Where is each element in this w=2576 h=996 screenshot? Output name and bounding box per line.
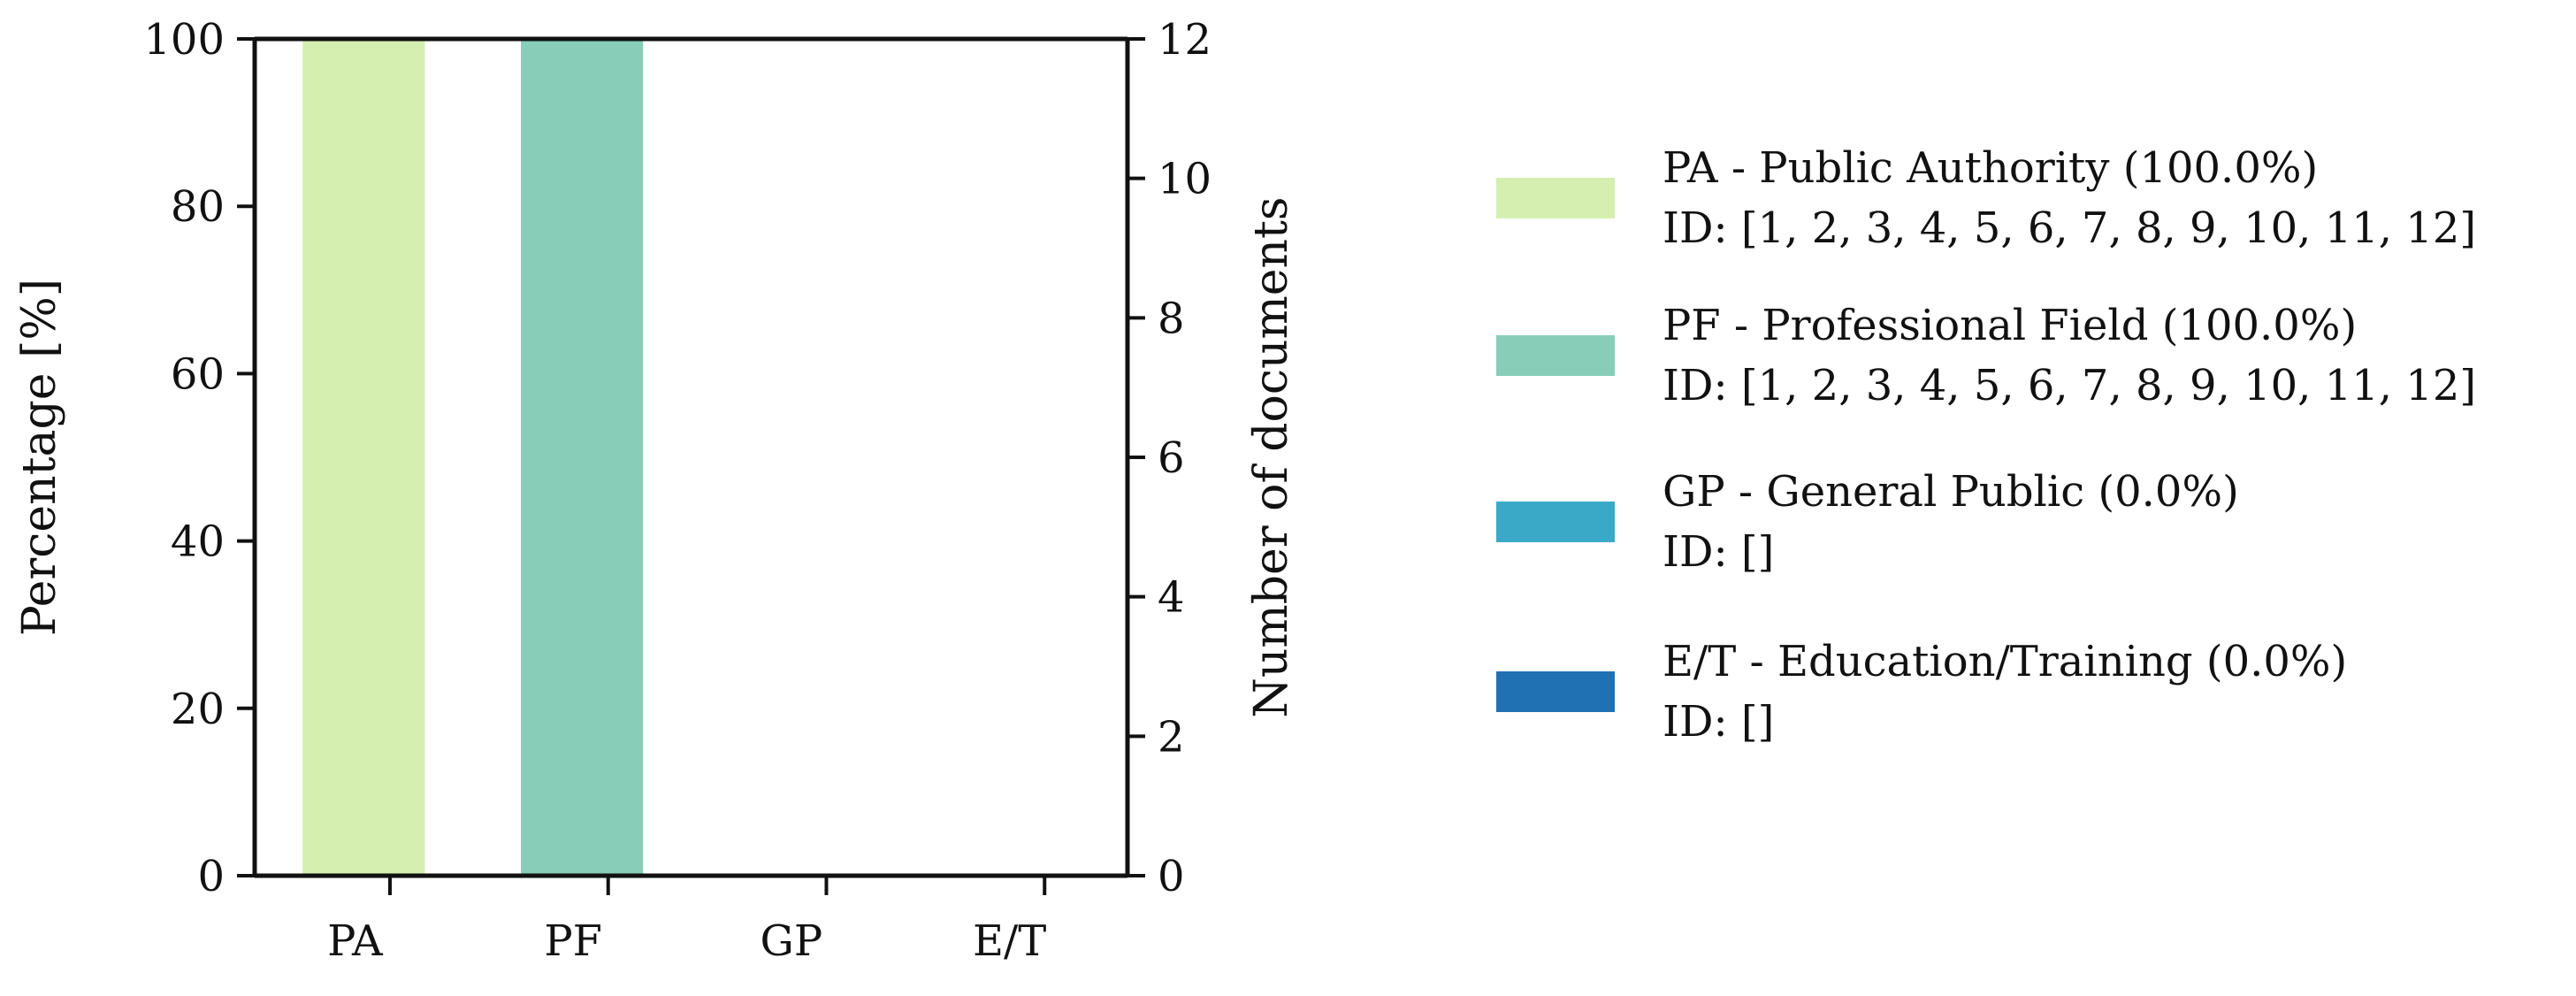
y-axis-title: Percentage [%] — [13, 279, 66, 636]
y-ticks: 0 20 40 60 80 100 — [143, 15, 255, 901]
y-tick-label: 20 — [171, 685, 225, 734]
bar-pf — [521, 39, 644, 876]
bar-pa — [302, 39, 425, 876]
legend-ids: ID: [1, 2, 3, 4, 5, 6, 7, 8, 9, 10, 11, … — [1663, 361, 2476, 410]
legend-ids: ID: [] — [1663, 697, 1774, 747]
y-tick-label: 40 — [171, 517, 225, 567]
legend-label: GP - General Public (0.0%) — [1663, 467, 2239, 517]
y-tick-label: 80 — [171, 182, 225, 232]
y2-ticks: 0 2 4 6 8 10 12 — [1127, 15, 1212, 901]
y2-tick-label: 10 — [1158, 155, 1212, 204]
y2-tick-label: 12 — [1158, 15, 1212, 65]
x-tick-label: GP — [761, 916, 823, 966]
y-tick-label: 60 — [171, 349, 225, 399]
legend-swatch — [1496, 178, 1615, 218]
legend-ids: ID: [] — [1663, 527, 1774, 577]
y2-tick-label: 0 — [1158, 852, 1185, 901]
bars — [302, 39, 644, 876]
y2-tick-label: 2 — [1158, 712, 1185, 762]
legend-swatch — [1496, 502, 1615, 542]
legend: PA - Public Authority (100.0%) ID: [1, 2,… — [1496, 143, 2476, 747]
y2-tick-label: 4 — [1158, 573, 1185, 623]
y2-tick-label: 6 — [1158, 433, 1185, 483]
legend-label: PA - Public Authority (100.0%) — [1663, 143, 2318, 193]
x-tick-label: E/T — [973, 916, 1046, 966]
x-ticks: PA PF GP E/T — [327, 876, 1046, 966]
legend-label: E/T - Education/Training (0.0%) — [1663, 637, 2347, 686]
y2-tick-label: 8 — [1158, 294, 1185, 343]
y2-axis-title: Number of documents — [1245, 196, 1298, 717]
legend-ids: ID: [1, 2, 3, 4, 5, 6, 7, 8, 9, 10, 11, … — [1663, 203, 2476, 253]
x-tick-label: PF — [544, 916, 602, 966]
y-tick-label: 0 — [197, 852, 225, 901]
legend-label: PF - Professional Field (100.0%) — [1663, 301, 2357, 350]
legend-swatch — [1496, 671, 1615, 712]
x-tick-label: PA — [327, 916, 384, 966]
y-tick-label: 100 — [143, 15, 225, 65]
legend-swatch — [1496, 335, 1615, 376]
